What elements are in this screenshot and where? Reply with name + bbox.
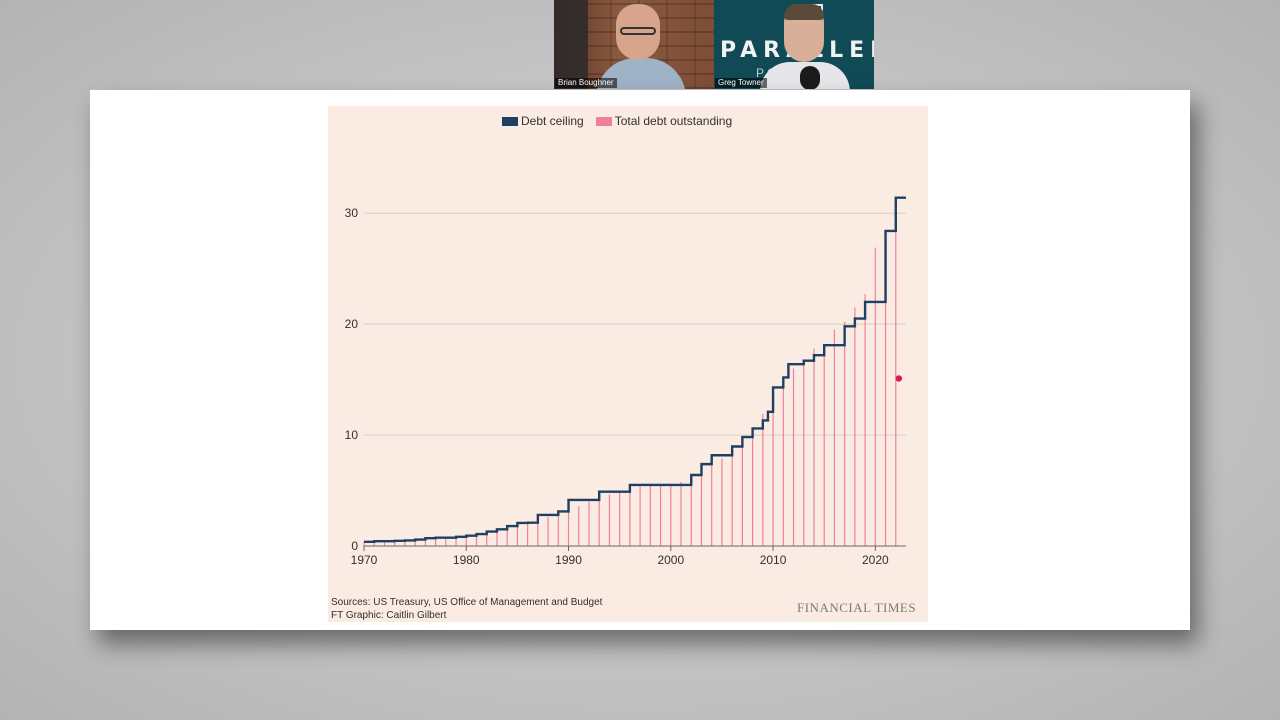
participant-name-label: Brian Boughner [555, 78, 617, 88]
chart-legend: Debt ceiling Total debt outstanding [502, 114, 732, 128]
legend-item-total-debt: Total debt outstanding [595, 114, 733, 128]
debt-chart-plot: 0 10 20 30 1970 1980 1990 2000 2010 2020 [345, 196, 906, 567]
y-tick-label: 0 [351, 539, 358, 553]
participant-video-tile[interactable]: Brian Boughner [554, 0, 714, 89]
glasses-icon [620, 27, 656, 35]
participant-video-tile[interactable]: PARALLEL PORT Greg Towner [714, 0, 874, 89]
shared-slide: Debt ceiling Total debt outstanding 0 10 2… [90, 90, 1190, 630]
x-tick-label: 2020 [862, 553, 889, 567]
chart-sources: Sources: US Treasury, US Office of Manag… [331, 596, 602, 622]
y-tick-label: 20 [345, 317, 359, 331]
debt-ceiling-line [364, 196, 906, 543]
x-tick-label: 1970 [351, 553, 378, 567]
microphone-icon [800, 66, 820, 89]
wall-shadow [554, 0, 588, 89]
participant-hair [784, 4, 824, 20]
highlight-marker [895, 375, 903, 382]
credit-line: FT Graphic: Caitlin Gilbert [331, 610, 447, 621]
sources-line: Sources: US Treasury, US Office of Manag… [331, 597, 603, 608]
video-participants-strip: Brian Boughner PARALLEL PORT Greg Towner [554, 0, 874, 89]
legend-item-debt-ceiling: Debt ceiling [502, 114, 584, 128]
legend-swatch [595, 116, 612, 126]
y-tick-label: 30 [345, 206, 359, 220]
legend-swatch [502, 116, 518, 126]
x-tick-label: 1980 [453, 553, 480, 567]
x-tick-label: 2010 [760, 553, 787, 567]
x-tick-label: 1990 [555, 553, 582, 567]
participant-name-label: Greg Towner [715, 78, 767, 88]
x-tick-label: 2000 [657, 553, 684, 567]
legend-label: Debt ceiling [521, 114, 584, 128]
legend-label: Total debt outstanding [614, 114, 733, 128]
y-tick-label: 10 [345, 428, 359, 442]
chart-panel: Debt ceiling Total debt outstanding 0 10 2… [328, 106, 928, 622]
financial-times-logo: FINANCIAL TIMES [797, 600, 917, 615]
